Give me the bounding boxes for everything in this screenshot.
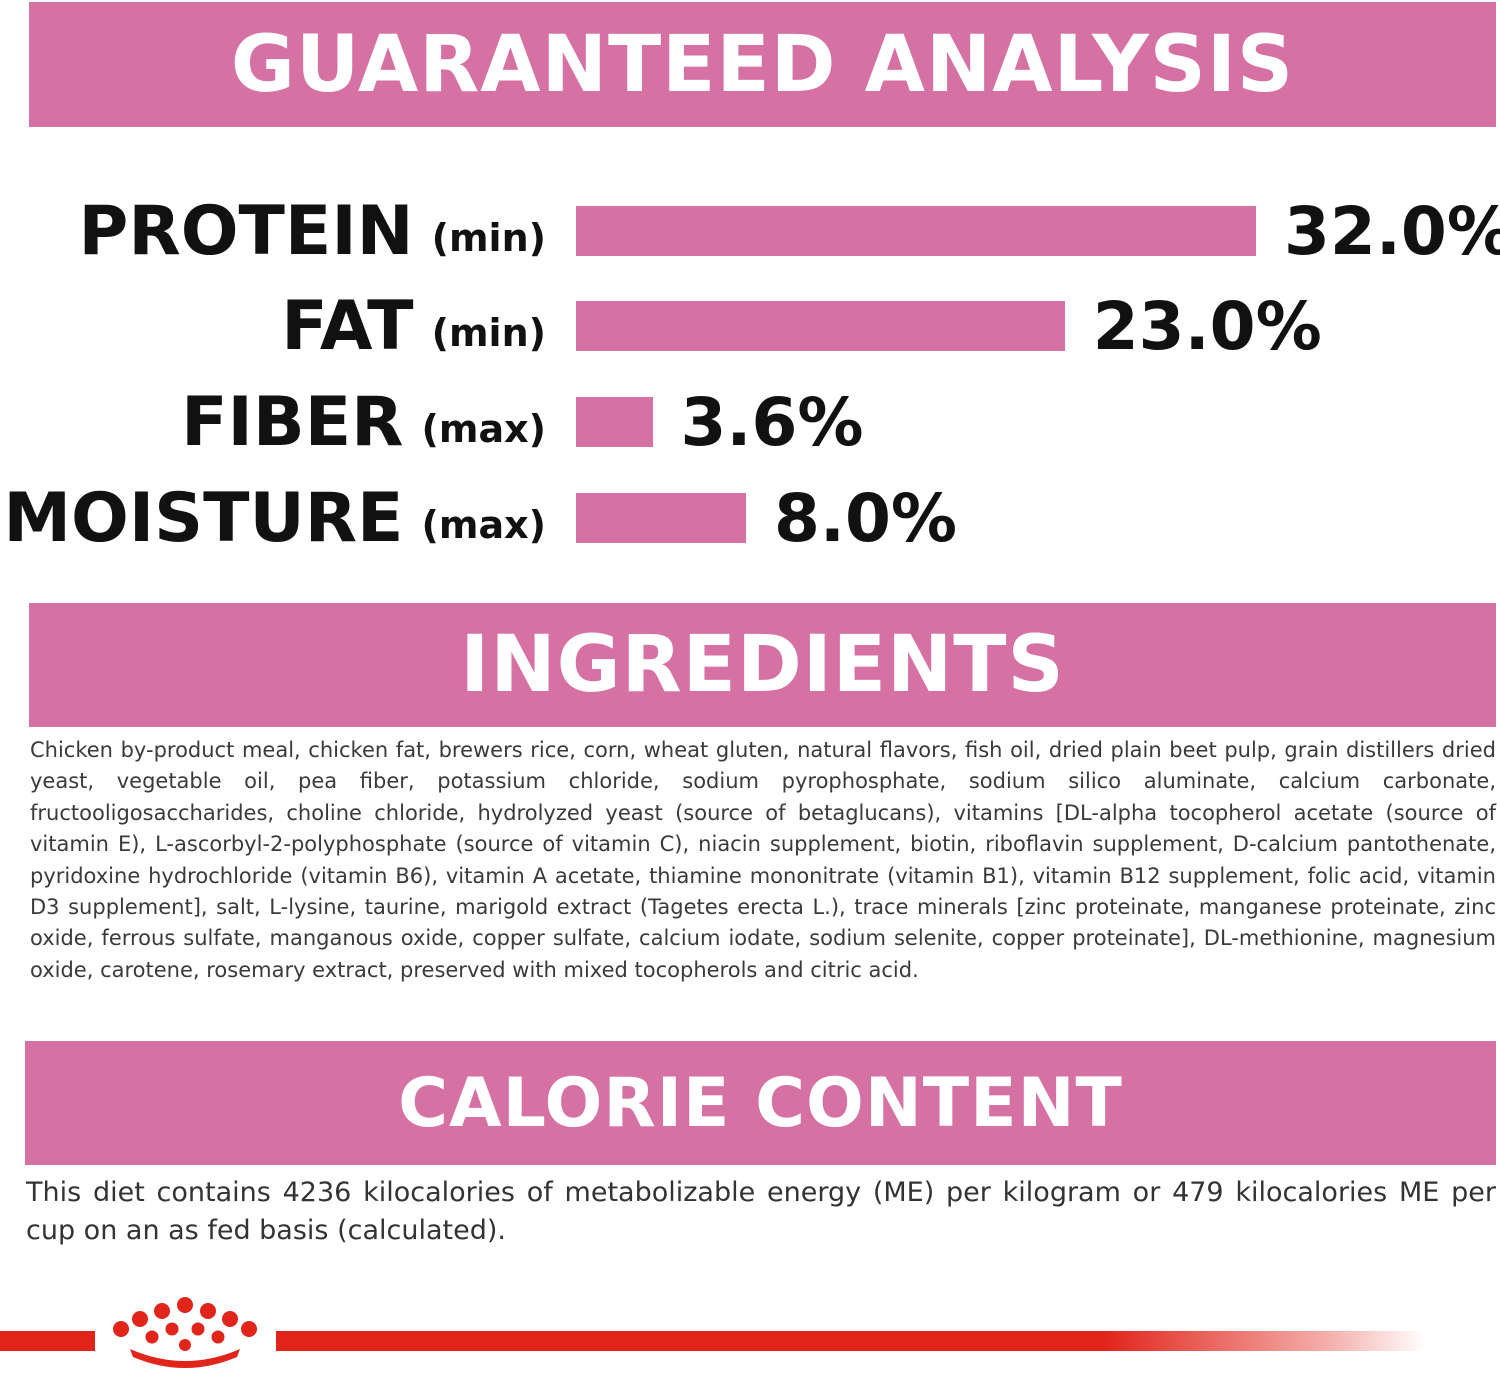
guaranteed-analysis-title: GUARANTEED ANALYSIS: [230, 19, 1295, 110]
nutrient-bar: [576, 493, 746, 543]
nutrient-name: PROTEIN: [78, 191, 414, 271]
crown-icon: [113, 1297, 257, 1368]
nutrient-row-moisture: MOISTURE (max) 8.0%: [0, 470, 1500, 566]
nutrient-bar: [576, 397, 653, 447]
nutrient-value-label: 32.0%: [1284, 192, 1500, 270]
nutrient-name: MOISTURE: [3, 478, 404, 558]
calorie-content-banner: CALORIE CONTENT: [25, 1041, 1496, 1165]
nutrient-row-fat: FAT (min) 23.0%: [0, 278, 1500, 374]
nutrient-label: FIBER (max): [181, 374, 546, 470]
footer-line-right: [276, 1331, 1426, 1351]
nutrient-row-protein: PROTEIN (min) 32.0%: [0, 183, 1500, 279]
calorie-content-title: CALORIE CONTENT: [398, 1063, 1123, 1143]
ingredients-text: Chicken by-product meal, chicken fat, br…: [30, 738, 1496, 982]
nutrient-qualifier: (min): [431, 216, 546, 260]
ingredients-banner: INGREDIENTS: [29, 603, 1496, 727]
nutrient-qualifier: (min): [431, 311, 546, 355]
nutrient-bar: [576, 301, 1065, 351]
ingredients-title: INGREDIENTS: [460, 620, 1065, 710]
nutrient-qualifier: (max): [421, 407, 546, 451]
nutrient-name: FIBER: [181, 382, 404, 462]
nutrient-qualifier: (max): [421, 503, 546, 547]
nutrient-label: PROTEIN (min): [79, 183, 546, 279]
nutrient-row-fiber: FIBER (max) 3.6%: [0, 374, 1500, 470]
nutrient-value-label: 23.0%: [1092, 287, 1322, 365]
nutrient-bar: [576, 206, 1256, 256]
nutrient-name: FAT: [281, 286, 414, 366]
calorie-content-text: This diet contains 4236 kilocalories of …: [26, 1177, 1496, 1246]
nutrient-label: FAT (min): [281, 278, 546, 374]
nutrient-value-label: 3.6%: [680, 383, 864, 461]
guaranteed-analysis-banner: GUARANTEED ANALYSIS: [29, 2, 1496, 127]
footer-line-left: [0, 1331, 95, 1351]
nutrient-label: MOISTURE (max): [3, 470, 546, 566]
nutrient-value-label: 8.0%: [774, 479, 958, 557]
